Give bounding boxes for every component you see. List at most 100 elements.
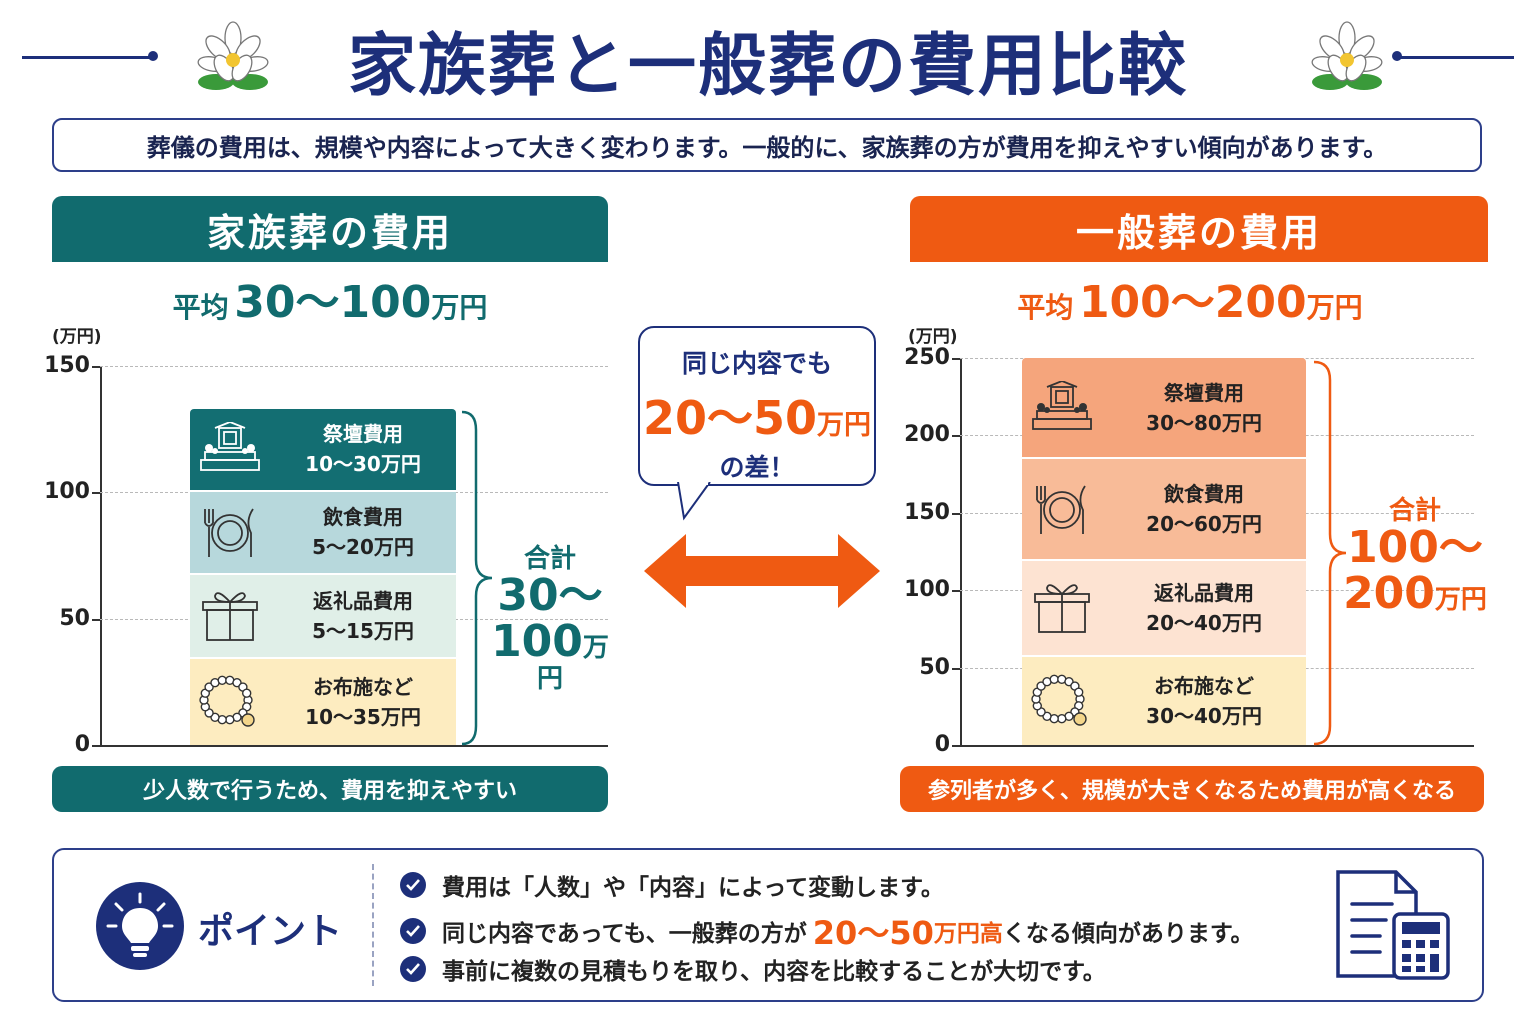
check-icon [400, 872, 426, 898]
family-tick-mark [92, 618, 100, 621]
family-axis-unit: (万円) [52, 327, 102, 347]
family-segment-label: お布施など 10〜35万円 [270, 672, 456, 732]
general-average: 平均 100〜200万円 [910, 266, 1470, 330]
altar-icon [1022, 380, 1102, 435]
general-tick-mark [952, 435, 960, 438]
family-gridline [100, 366, 608, 367]
general-footer: 参列者が多く、規模が大きくなるため費用が高くなる [900, 766, 1484, 812]
family-segment-3: 飲食費用 5〜20万円 [190, 489, 456, 574]
general-tick-label: 150 [904, 499, 950, 525]
general-segment-3: 飲食費用 20〜60万円 [1022, 457, 1306, 560]
point-item-3-text: 事前に複数の見積もりを取り、内容を比較することが大切です。 [442, 959, 1106, 985]
plate-cutlery-icon [1022, 480, 1102, 538]
light-bulb-icon [96, 882, 184, 970]
general-average-label: 平均 [1017, 291, 1074, 324]
segment-name: お布施など [1154, 674, 1254, 699]
segment-range: 5〜20万円 [312, 535, 414, 560]
family-average: 平均 30〜100万円 [52, 266, 608, 330]
bubble-unit: 万円 [817, 410, 872, 441]
general-header: 一般葬の費用 [910, 196, 1488, 262]
segment-name: 祭壇費用 [1164, 380, 1244, 405]
intro-text: 葬儀の費用は、規模や内容によって大きく変わります。一般的に、家族葬の方が費用を抑… [52, 118, 1482, 172]
general-tick-mark [952, 590, 960, 593]
double-arrow-icon [644, 534, 880, 608]
general-tick-label: 0 [934, 732, 950, 757]
general-tick-mark [952, 745, 960, 747]
check-icon [400, 956, 426, 982]
family-average-label: 平均 [172, 291, 229, 324]
family-total-value-1: 30〜 [497, 570, 603, 622]
bubble-value: 20〜50 [642, 391, 818, 445]
family-chart [0, 0, 1, 1]
family-total: 合計 30〜 100万円 [488, 544, 612, 694]
general-total-value-1: 100〜 [1347, 522, 1483, 574]
point-divider [372, 864, 374, 986]
segment-range: 20〜40万円 [1146, 611, 1262, 636]
general-tick-mark [952, 358, 960, 360]
gift-box-icon [190, 588, 270, 644]
title-right-line [1394, 56, 1514, 59]
general-total-unit: 万円 [1434, 585, 1487, 616]
general-segment-2: 返礼品費用 20〜40万円 [1022, 559, 1306, 656]
point-item-2: 同じ内容であっても、一般葬の方が 20〜50 万円高 くなる傾向があります。 [400, 908, 1254, 954]
family-segment-label: 祭壇費用 10〜30万円 [270, 419, 456, 479]
bubble-tail [677, 482, 711, 521]
general-axis-unit: (万円) [908, 327, 958, 347]
general-segment-label: 返礼品費用 20〜40万円 [1102, 578, 1306, 638]
point-item-3: 事前に複数の見積もりを取り、内容を比較することが大切です。 [400, 952, 1106, 986]
point-item-1-text: 費用は「人数」や「内容」によって変動します。 [442, 875, 944, 901]
plate-cutlery-icon [190, 503, 270, 561]
segment-range: 10〜35万円 [305, 704, 421, 729]
general-tick-label: 50 [919, 654, 950, 680]
general-total-label: 合計 [1388, 496, 1441, 526]
point-item-2-pre: 同じ内容であっても、一般葬の方が [442, 921, 807, 947]
family-tick-mark [92, 366, 100, 368]
point-item-2-highlight-unit: 万円高 [933, 921, 1003, 947]
family-segment-2: 返礼品費用 5〜15万円 [190, 573, 456, 657]
general-x-axis [960, 745, 1474, 747]
family-total-unit: 万円 [536, 633, 609, 694]
segment-range: 10〜30万円 [305, 452, 421, 477]
family-header: 家族葬の費用 [52, 196, 608, 262]
general-segment-label: 飲食費用 20〜60万円 [1102, 479, 1306, 539]
family-tick-label: 150 [44, 353, 90, 378]
check-icon [400, 918, 426, 944]
general-tick-mark [952, 667, 960, 670]
family-tick-label: 0 [74, 732, 90, 757]
family-segment-label: 飲食費用 5〜20万円 [270, 502, 456, 562]
bubble-line-3: の差！ [719, 453, 795, 482]
general-total-value-2: 200 [1343, 568, 1435, 620]
altar-icon [190, 422, 270, 476]
segment-name: 飲食費用 [323, 505, 403, 530]
family-tick-label: 100 [44, 479, 90, 505]
point-label: ポイント [198, 911, 343, 952]
point-box [52, 848, 1484, 1002]
general-total: 合計 100〜 200万円 [1340, 496, 1490, 620]
general-average-value: 100〜200 [1078, 277, 1307, 328]
general-tick-mark [952, 512, 960, 515]
family-total-value-2: 100 [491, 616, 583, 668]
family-x-axis [100, 745, 608, 747]
gift-box-icon [1022, 580, 1102, 636]
family-footer: 少人数で行うため、費用を抑えやすい [52, 766, 608, 812]
general-tick-label: 250 [904, 345, 950, 370]
segment-range: 30〜80万円 [1146, 410, 1262, 435]
bubble-line-1: 同じ内容でも [681, 349, 832, 378]
lotus-flower-right-icon [1311, 21, 1383, 90]
general-average-unit: 万円 [1306, 291, 1363, 324]
general-tick-label: 200 [904, 422, 950, 448]
family-average-value: 30〜100 [234, 277, 432, 328]
family-segment-4: 祭壇費用 10〜30万円 [190, 408, 456, 490]
point-item-1: 費用は「人数」や「内容」によって変動します。 [400, 868, 944, 902]
segment-name: 祭壇費用 [323, 422, 403, 447]
point-item-2-post: くなる傾向があります。 [1002, 921, 1254, 947]
family-tick-label: 50 [59, 605, 90, 631]
family-total-label: 合計 [523, 544, 576, 574]
family-total-bracket [461, 410, 493, 746]
segment-name: 返礼品費用 [1154, 581, 1254, 606]
family-tick-mark [92, 492, 100, 495]
family-segment-1: お布施など 10〜35万円 [190, 656, 456, 745]
segment-range: 20〜60万円 [1146, 512, 1262, 537]
segment-name: お布施など [313, 674, 413, 699]
family-segment-label: 返礼品費用 5〜15万円 [270, 586, 456, 646]
